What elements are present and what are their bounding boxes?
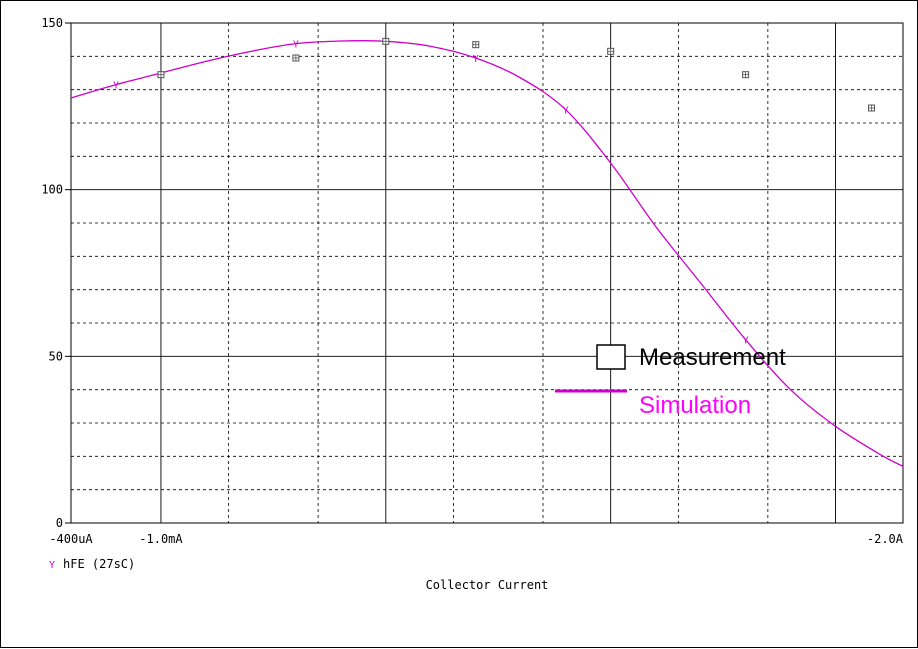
simulation-marker: Y	[743, 336, 749, 347]
trace-marker: Y	[49, 560, 55, 571]
simulation-line	[70, 40, 904, 467]
y-tick-label: 50	[49, 349, 63, 363]
simulation-series: Y Y Y Y Y	[70, 40, 904, 467]
y-tick-label: 150	[41, 16, 63, 30]
simulation-marker: Y	[563, 106, 569, 117]
measurement-point	[382, 37, 390, 45]
measurement-point	[157, 71, 165, 79]
simulation-marker: Y	[113, 81, 119, 92]
simulation-legend-label: Simulation	[639, 392, 751, 419]
measurement-series	[157, 37, 876, 112]
x-tick-label: -1.0mA	[139, 532, 183, 546]
x-axis-label: Collector Current	[426, 578, 549, 592]
axes	[65, 22, 904, 524]
measurement-point	[292, 54, 300, 62]
grid	[71, 23, 903, 523]
plot-area-border	[70, 22, 904, 524]
measurement-legend-swatch	[596, 344, 626, 370]
legend: Measurement Simulation	[555, 344, 786, 419]
measurement-point	[742, 71, 750, 79]
simulation-marker: Y	[473, 54, 479, 65]
tick-labels: 0 50 100 150 -400uA -1.0mA -2.0A	[41, 16, 903, 546]
measurement-legend-label: Measurement	[639, 344, 786, 371]
trace-legend: Y hFE (27sC)	[49, 557, 135, 571]
x-tick-label: -2.0A	[867, 532, 904, 546]
trace-label: hFE (27sC)	[63, 557, 135, 571]
y-tick-label: 0	[56, 516, 63, 530]
x-tick-label: -400uA	[49, 532, 93, 546]
measurement-point	[868, 104, 876, 112]
y-tick-label: 100	[41, 183, 63, 197]
measurement-point	[472, 41, 480, 49]
measurement-point	[607, 47, 615, 55]
simulation-marker: Y	[293, 40, 299, 51]
